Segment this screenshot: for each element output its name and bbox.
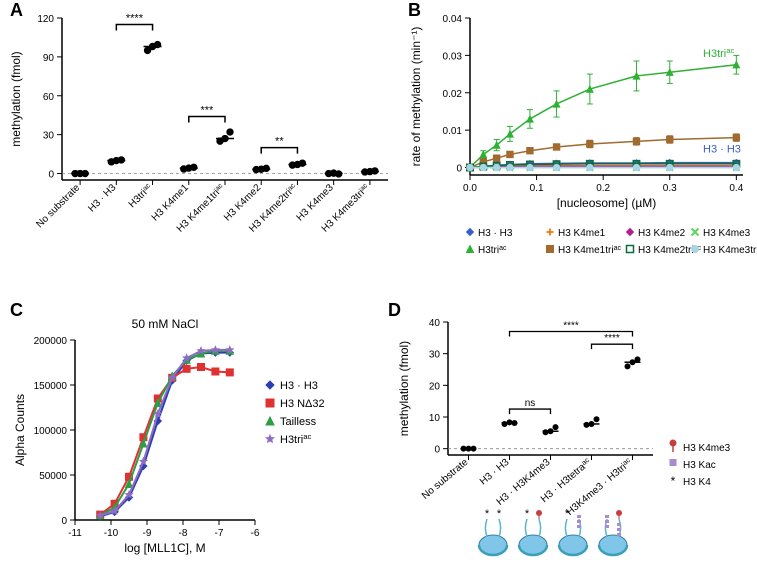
- svg-text:H3 K4me1triac: H3 K4me1triac: [558, 245, 621, 257]
- svg-text:50 mM NaCl: 50 mM NaCl: [132, 317, 199, 331]
- svg-text:200000: 200000: [34, 336, 68, 347]
- svg-text:0.3: 0.3: [663, 183, 677, 194]
- svg-text:150000: 150000: [34, 381, 68, 392]
- svg-text:0: 0: [61, 516, 67, 527]
- svg-text:ns: ns: [525, 398, 536, 409]
- svg-text:0.1: 0.1: [530, 183, 544, 194]
- svg-text:0.01: 0.01: [443, 126, 463, 137]
- svg-text:**: **: [275, 136, 284, 148]
- panel-C-chart: 0 50000 100000 150000 200000 -11 -10 -9 -8 -7 -6 50…: [0, 300, 390, 567]
- svg-text:0: 0: [456, 164, 462, 175]
- svg-text:-7: -7: [215, 528, 224, 539]
- svg-text:0.0: 0.0: [463, 183, 477, 194]
- svg-text:30: 30: [43, 131, 55, 142]
- svg-text:*: *: [525, 508, 530, 520]
- svg-text:H3 K4: H3 K4: [683, 477, 711, 488]
- svg-text:H3 K4me3: H3 K4me3: [703, 228, 751, 239]
- svg-text:No substrate: No substrate: [420, 457, 471, 502]
- svg-text:-9: -9: [143, 528, 152, 539]
- svg-text:0: 0: [48, 170, 54, 181]
- svg-text:No substrate: No substrate: [34, 182, 82, 230]
- svg-text:H3 · H3: H3 · H3: [478, 457, 512, 488]
- svg-text:H3 Kac: H3 Kac: [683, 460, 716, 471]
- figure-root: A B C D 0306090120methylation (fmol)No s…: [0, 0, 757, 567]
- svg-text:100000: 100000: [34, 426, 68, 437]
- svg-text:10: 10: [429, 413, 441, 424]
- svg-text:H3 K4me1: H3 K4me1: [558, 228, 606, 239]
- svg-text:H3triac: H3triac: [280, 432, 312, 447]
- svg-text:*: *: [485, 508, 490, 520]
- svg-text:20: 20: [429, 381, 441, 392]
- svg-text:0.02: 0.02: [443, 89, 463, 100]
- svg-text:H3 · H3: H3 · H3: [280, 380, 318, 392]
- panel-A-chart: 0 30 60 90 120 methylation (fmol) No substrate…: [0, 0, 400, 300]
- svg-text:[nucleosome] (µM): [nucleosome] (µM): [557, 196, 657, 210]
- svg-text:H3 K4me2: H3 K4me2: [638, 228, 686, 239]
- svg-text:40: 40: [429, 318, 441, 329]
- svg-text:50000: 50000: [39, 471, 67, 482]
- svg-text:30: 30: [429, 350, 441, 361]
- svg-text:-10: -10: [104, 528, 119, 539]
- svg-text:H3triac: H3triac: [126, 182, 155, 211]
- svg-text:H3 · H3: H3 · H3: [86, 182, 118, 214]
- svg-text:*: *: [671, 474, 676, 488]
- svg-text:rate of methylation (min⁻¹): rate of methylation (min⁻¹): [409, 27, 423, 167]
- svg-text:H3 · H3: H3 · H3: [478, 228, 513, 239]
- svg-text:0.03: 0.03: [443, 51, 463, 62]
- svg-text:H3triac: H3triac: [478, 245, 507, 257]
- svg-text:H3 · H3: H3 · H3: [703, 143, 741, 155]
- svg-text:****: ****: [563, 321, 579, 332]
- svg-text:H3 K4me3: H3 K4me3: [683, 443, 731, 454]
- svg-text:-11: -11: [68, 528, 82, 539]
- svg-text:H3 NΔ32: H3 NΔ32: [280, 398, 325, 410]
- svg-text:****: ****: [604, 333, 620, 344]
- svg-text:*: *: [565, 508, 570, 520]
- svg-text:H3 K4me3triac: H3 K4me3triac: [703, 245, 757, 257]
- svg-text:***: ***: [200, 104, 214, 116]
- svg-text:H3triac: H3triac: [703, 45, 735, 60]
- svg-text:120: 120: [37, 14, 54, 25]
- svg-text:0.04: 0.04: [443, 14, 463, 25]
- svg-text:-8: -8: [179, 528, 188, 539]
- svg-text:Alpha Counts: Alpha Counts: [13, 394, 27, 466]
- svg-text:methylation (fmol): methylation (fmol): [397, 341, 411, 436]
- svg-text:0: 0: [434, 445, 440, 456]
- svg-text:methylation (fmol): methylation (fmol): [9, 51, 23, 146]
- panel-D-chart: 010203040methylation (fmol)No substrateH…: [388, 300, 757, 567]
- svg-text:****: ****: [126, 12, 144, 24]
- svg-text:0.4: 0.4: [729, 183, 743, 194]
- panel-B-chart: 0 0.01 0.02 0.03 0.04 0.0 0.1 0.2 0.3 0.4 rate of …: [400, 0, 757, 300]
- svg-text:log [MLL1C], M: log [MLL1C], M: [124, 541, 205, 555]
- svg-text:60: 60: [43, 92, 55, 103]
- svg-text:-6: -6: [251, 528, 260, 539]
- svg-text:*: *: [497, 508, 502, 520]
- svg-text:Tailless: Tailless: [280, 416, 317, 428]
- svg-text:90: 90: [43, 53, 55, 64]
- svg-text:0.2: 0.2: [596, 183, 610, 194]
